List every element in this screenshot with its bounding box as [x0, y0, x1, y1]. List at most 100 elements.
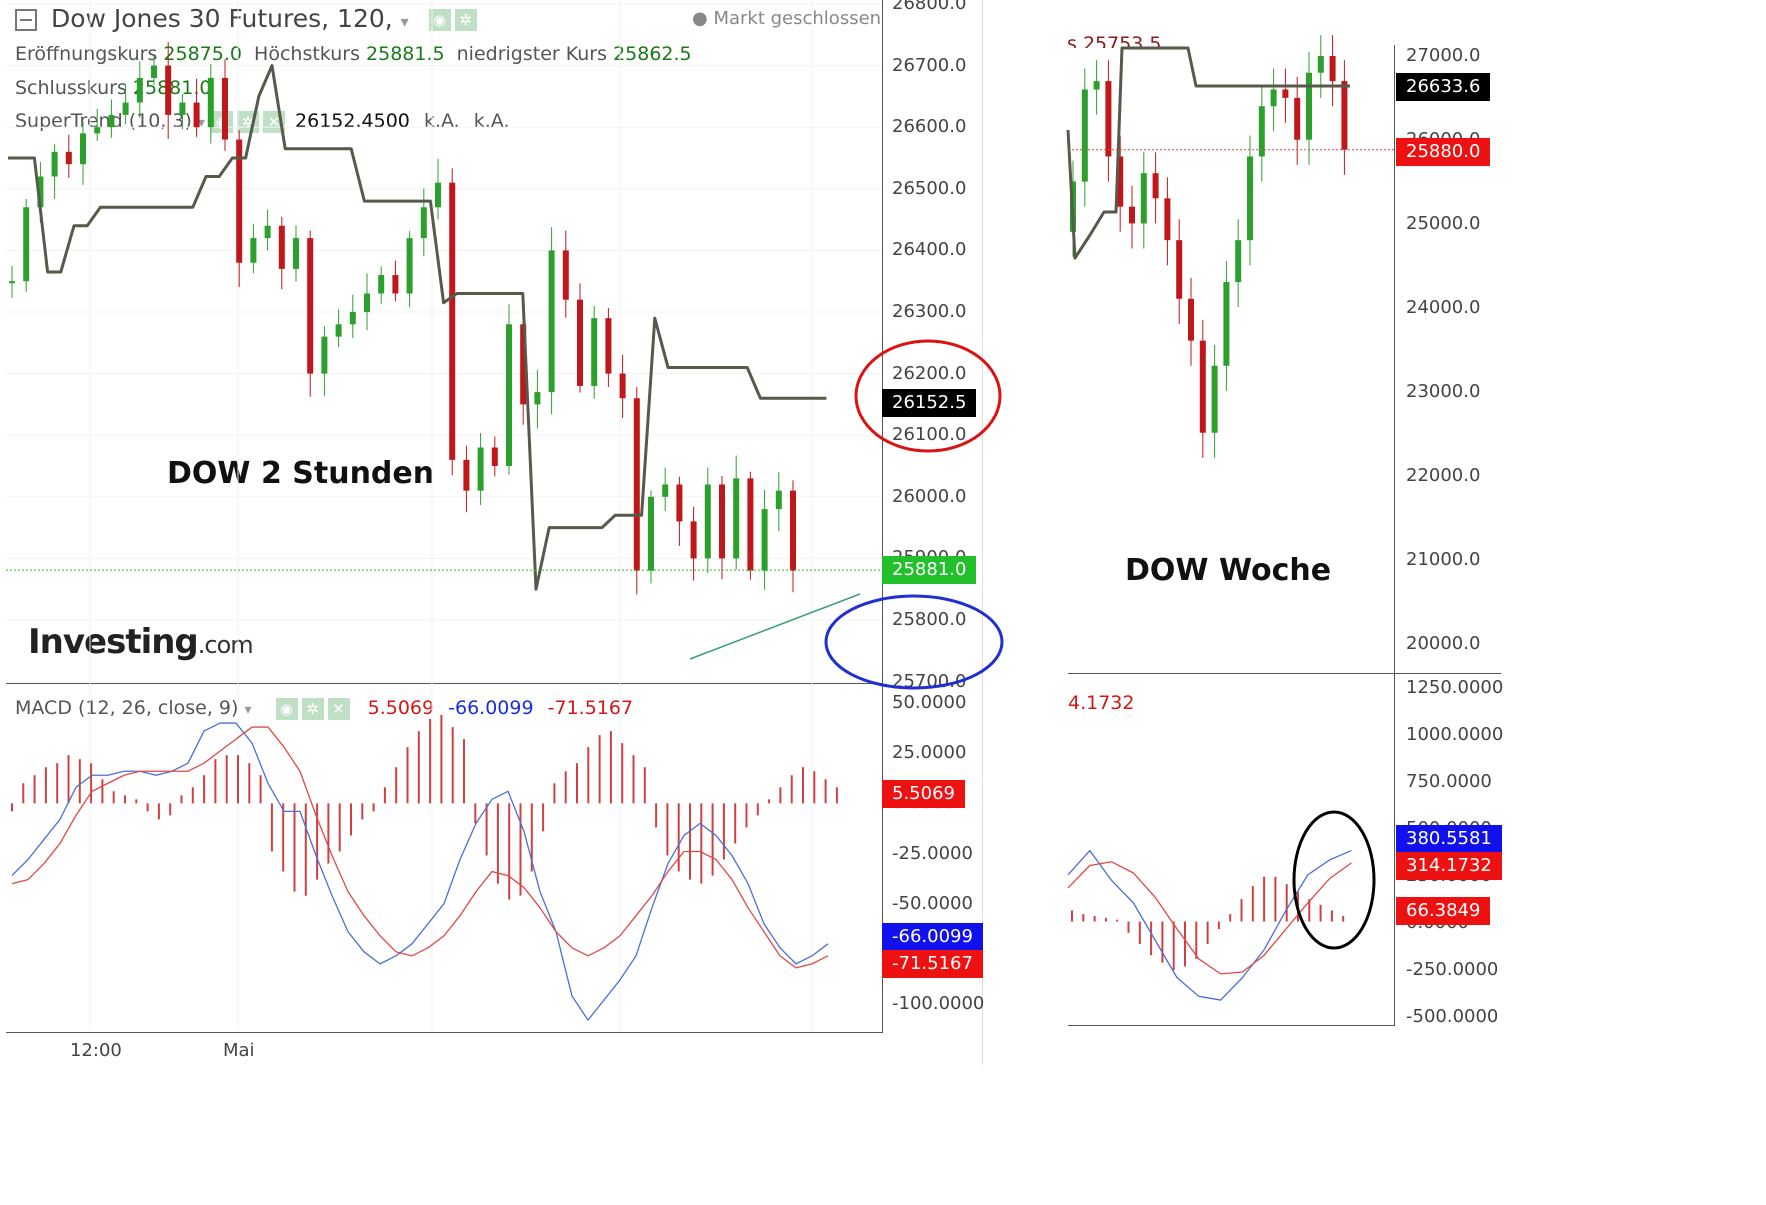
supertrend-price-tag: 26152.5	[882, 389, 977, 417]
macd-signal-line	[11, 726, 829, 969]
instrument-title[interactable]: Dow Jones 30 Futures, 120,	[50, 4, 393, 33]
left-title-row: Dow Jones 30 Futures, 120, ▾ ◉ ✲	[15, 4, 481, 33]
trend-line	[689, 593, 861, 660]
right-price-tick: 25000.0	[1406, 213, 1481, 234]
collapse-icon[interactable]	[15, 9, 37, 31]
candle-body	[1081, 89, 1088, 182]
candle-body	[1164, 198, 1171, 241]
macd-line	[11, 722, 829, 1021]
candle-body	[648, 496, 654, 571]
gear-icon[interactable]: ✲	[454, 9, 477, 31]
candle-body	[562, 250, 569, 300]
candle-body	[463, 459, 470, 491]
candle-body	[207, 77, 214, 128]
open-value: 25875.0	[163, 43, 242, 65]
candle-body	[1117, 156, 1124, 207]
candle-body	[449, 182, 456, 460]
left-price-tick: 25700.0	[892, 670, 967, 692]
right-macd-tick: -250.0000	[1406, 959, 1499, 980]
candle-body	[619, 373, 626, 399]
candle-body	[378, 275, 385, 294]
high-value: 25881.5	[366, 43, 445, 65]
close-icon[interactable]: ✕	[327, 697, 350, 720]
candle-body	[1105, 81, 1112, 157]
right-macd-hist-tag: 66.3849	[1396, 897, 1491, 925]
candle-body	[1176, 240, 1183, 299]
annotation-circle-red	[854, 339, 1002, 453]
macd-header: MACD (12, 26, close, 9) ▾ ◉ ✲ ✕ 5.5069 -66…	[15, 697, 633, 720]
right-header-partial: s 25753.5	[1067, 34, 1162, 48]
left-macd-tick: -100.0000	[892, 993, 985, 1015]
brand-suffix: .com	[197, 631, 254, 659]
right-macd-tick: 750.0000	[1406, 771, 1492, 792]
candle-body	[51, 151, 58, 177]
candle-body	[222, 77, 228, 140]
gear-icon[interactable]: ✲	[301, 697, 324, 720]
investing-logo: Investing.com	[28, 622, 254, 662]
chevron-down-icon[interactable]: ▾	[197, 115, 205, 131]
right-macd-signal-tag: 314.1732	[1396, 852, 1502, 880]
candle-body	[1188, 298, 1194, 341]
indicator-label[interactable]: SuperTrend (10, 3)	[15, 110, 192, 132]
left-price-tick: 26600.0	[892, 116, 967, 138]
left-macd-tick: -25.0000	[892, 842, 973, 864]
last-price-tag: 25881.0	[882, 556, 977, 584]
macd-hist-tag: 5.5069	[882, 780, 965, 808]
candle-body	[108, 114, 115, 128]
candle-body	[179, 102, 186, 115]
macd-line-tag: -66.0099	[882, 923, 983, 951]
eye-icon[interactable]: ◉	[275, 697, 298, 720]
candle-body	[1223, 282, 1230, 366]
candle-body	[477, 447, 484, 491]
candle-body	[520, 324, 527, 405]
left-price-tick: 26200.0	[892, 362, 967, 384]
right-macd-signal-line	[1067, 861, 1352, 975]
annotation-circle-black	[1292, 810, 1376, 950]
candle-body	[165, 65, 172, 115]
chevron-down-icon[interactable]: ▾	[244, 702, 252, 718]
chevron-down-icon[interactable]: ▾	[400, 12, 409, 31]
candle-body	[747, 478, 754, 571]
right-chart-label: DOW Woche	[1125, 553, 1332, 588]
right-price-tick: 27000.0	[1406, 45, 1481, 66]
market-status: ● Markt geschlossen	[692, 8, 881, 29]
left-price-tick: 26000.0	[892, 485, 967, 507]
candle-body	[1129, 206, 1135, 224]
candle-body	[1270, 89, 1277, 107]
left-price-tick: 26700.0	[892, 54, 967, 76]
right-supertrend-line	[1066, 46, 1350, 260]
right-divider	[1068, 673, 1501, 674]
candle-body	[37, 176, 44, 208]
candle-body	[704, 484, 711, 559]
right-price-tick: 23000.0	[1406, 381, 1481, 402]
candle-body	[1235, 240, 1242, 283]
right-macd-tick: 1250.0000	[1406, 677, 1504, 698]
candle-body	[1306, 72, 1312, 140]
candle-body	[392, 275, 399, 294]
candle-body	[548, 250, 555, 393]
candle-body	[293, 238, 299, 269]
candle-body	[676, 484, 683, 522]
candle-body	[1317, 56, 1324, 73]
time-label-1200: 12:00	[70, 1040, 122, 1061]
right-macd-line	[1067, 849, 1352, 1001]
indicator-na-2: k.A.	[473, 110, 510, 132]
candle-body	[662, 484, 669, 497]
candle-body	[577, 299, 583, 386]
candle-body	[1258, 106, 1265, 157]
macd-line-value: -66.0099	[448, 697, 534, 719]
right-price-tick: 21000.0	[1406, 549, 1481, 570]
right-macd-axis-line	[1394, 674, 1395, 1026]
candle-body	[534, 392, 541, 405]
candle-body	[151, 65, 157, 78]
eye-icon[interactable]: ◉	[428, 9, 451, 31]
brand-name: Investing	[28, 622, 199, 662]
close-label: Schlusskurs	[15, 77, 127, 99]
right-macd-tick: 1000.0000	[1406, 724, 1504, 745]
annotation-circle-blue	[824, 594, 1004, 690]
candle-body	[335, 324, 342, 337]
right-macd-partial: 4.1732	[1068, 692, 1135, 714]
macd-label[interactable]: MACD (12, 26, close, 9)	[15, 697, 239, 719]
candle-body	[250, 238, 257, 263]
